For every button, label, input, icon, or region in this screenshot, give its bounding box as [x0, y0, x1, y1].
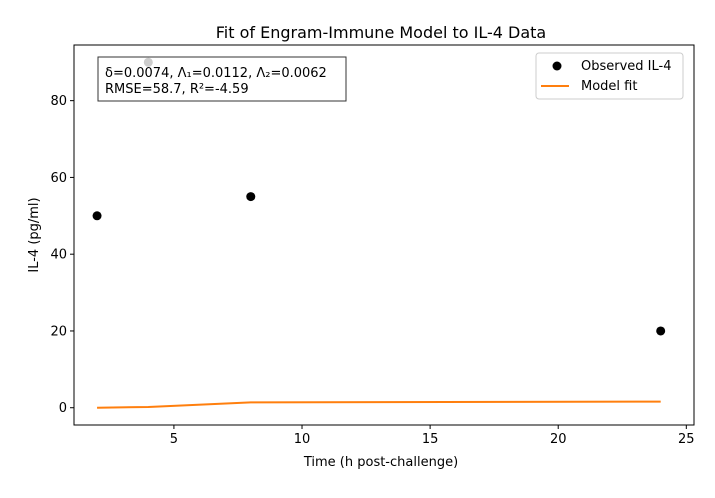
- x-tick-label: 5: [170, 432, 178, 447]
- x-axis-label: Time (h post-challenge): [303, 455, 458, 470]
- plot-frame: [73, 44, 695, 426]
- y-tick-label: 80: [50, 94, 67, 109]
- y-tick-label: 40: [50, 248, 67, 263]
- legend-box: [535, 52, 684, 100]
- x-axis-ticks: 5 10 15 20 25: [170, 425, 695, 447]
- annotation-box: [97, 56, 347, 102]
- legend: Observed IL-4 Model fit: [535, 52, 684, 100]
- fit-parameters-annotation: δ=0.0074, Λ₁=0.0112, Λ₂=0.0062 RMSE=58.7…: [97, 56, 347, 102]
- x-tick-label: 15: [422, 432, 439, 447]
- chart-title: Fit of Engram-Immune Model to IL-4 Data: [216, 23, 546, 42]
- y-tick-label: 60: [50, 171, 67, 186]
- y-tick-label: 0: [59, 401, 67, 416]
- series-layer: [92, 57, 666, 409]
- model-fit-line: [97, 400, 661, 409]
- y-axis-ticks: 0 20 40 60 80: [50, 94, 74, 416]
- legend-label-model: Model fit: [581, 79, 637, 94]
- y-tick-label: 20: [50, 324, 67, 339]
- observed-point: [246, 192, 256, 202]
- annotation-line-2: RMSE=58.7, R²=-4.59: [105, 82, 249, 97]
- x-tick-label: 10: [294, 432, 311, 447]
- legend-marker-observed: [552, 61, 562, 71]
- x-tick-label: 25: [678, 432, 695, 447]
- observed-point: [92, 211, 102, 221]
- y-axis-label: IL-4 (pg/ml): [27, 197, 42, 272]
- annotation-line-1: δ=0.0074, Λ₁=0.0112, Λ₂=0.0062: [105, 66, 327, 81]
- x-tick-label: 20: [550, 432, 567, 447]
- legend-label-observed: Observed IL-4: [581, 59, 672, 74]
- observed-point: [656, 326, 666, 336]
